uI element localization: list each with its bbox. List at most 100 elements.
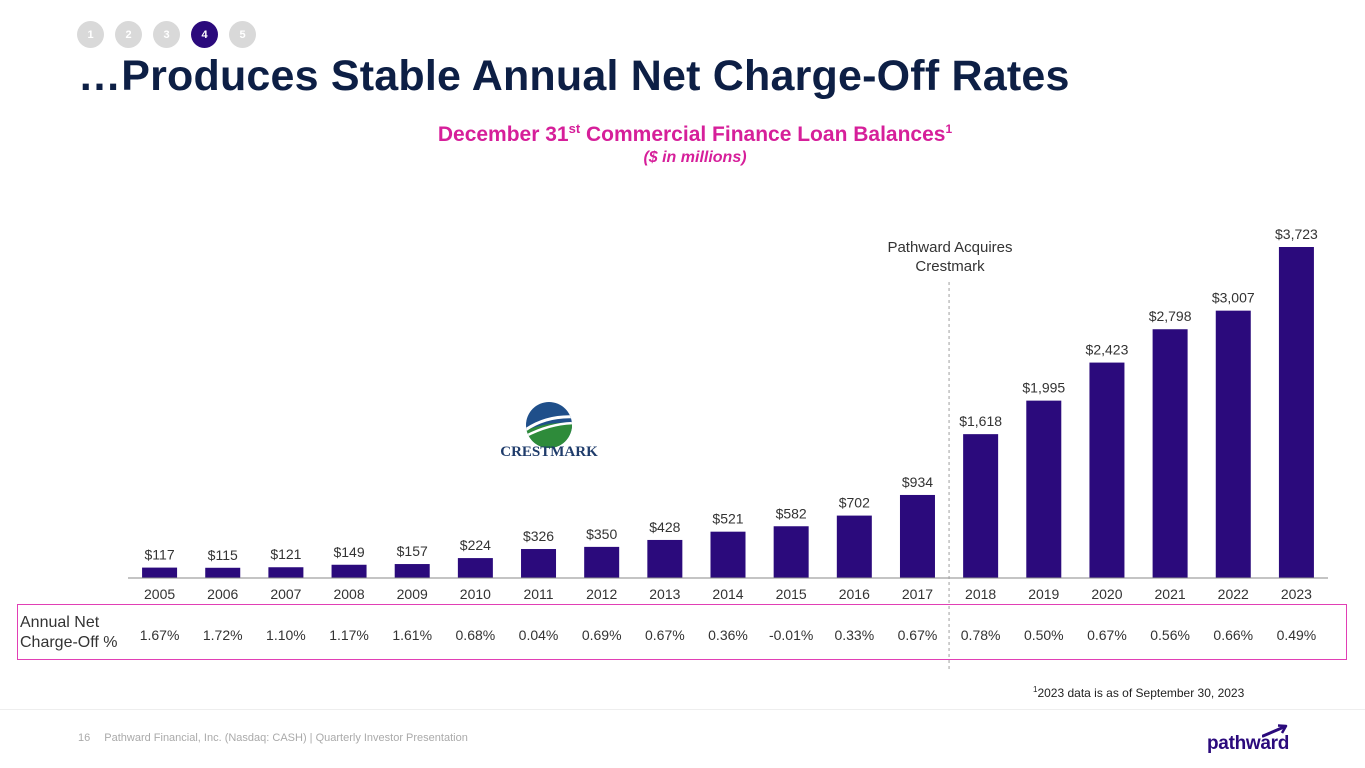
x-tick-2021: 2021 <box>1155 586 1186 602</box>
acquisition-line-1: Pathward Acquires <box>887 239 1013 256</box>
data-label-2005: $117 <box>145 547 175 563</box>
pathward-mark-icon <box>1262 724 1288 738</box>
data-label-2012: $350 <box>586 526 617 542</box>
chart-title-sup: st <box>568 121 581 136</box>
nco-value-2010: 0.68% <box>456 627 496 643</box>
nco-value-2020: 0.67% <box>1087 627 1127 643</box>
nco-value-2007: 1.10% <box>266 627 306 643</box>
nco-row-label: Annual Net Charge-Off % <box>20 613 130 653</box>
bar-2016 <box>836 515 872 578</box>
bar-2013 <box>647 539 683 578</box>
acquisition-line-2: Crestmark <box>915 258 985 275</box>
nco-value-2009: 1.61% <box>392 627 432 643</box>
nco-value-2012: 0.69% <box>582 627 622 643</box>
data-label-2022: $3,007 <box>1212 290 1255 306</box>
footnote-text: 2023 data is as of September 30, 2023 <box>1037 686 1245 700</box>
bar-2019 <box>1026 400 1062 578</box>
nco-value-2015: -0.01% <box>769 627 813 643</box>
x-tick-2008: 2008 <box>333 586 364 602</box>
footer-text: Pathward Financial, Inc. (Nasdaq: CASH) … <box>104 732 468 744</box>
data-label-2019: $1,995 <box>1022 380 1065 396</box>
bar-2017 <box>899 494 935 578</box>
chart-title-main: December 31 <box>437 123 569 146</box>
data-label-2018: $1,618 <box>959 413 1002 429</box>
bar-2006 <box>205 567 241 578</box>
nco-row-frame <box>17 604 1347 660</box>
nco-value-2005: 1.67% <box>140 627 180 643</box>
nco-value-2018: 0.78% <box>961 627 1001 643</box>
nco-value-2017: 0.67% <box>898 627 938 643</box>
bar-2015 <box>773 526 809 578</box>
pathward-logo: pathward <box>1207 733 1290 754</box>
chart-title: December 31st Commercial Finance Loan Ba… <box>0 121 1365 147</box>
chart-title-rest: Commercial Finance Loan Balances <box>580 123 946 146</box>
footnote-mark: 1 <box>1033 685 1038 694</box>
acquisition-annotation: Pathward Acquires Crestmark <box>880 238 1020 276</box>
data-label-2010: $224 <box>460 537 491 553</box>
x-tick-2006: 2006 <box>207 586 238 602</box>
nco-value-2013: 0.67% <box>645 627 685 643</box>
nco-value-2008: 1.17% <box>329 627 369 643</box>
x-tick-2007: 2007 <box>270 586 301 602</box>
data-label-2017: $934 <box>902 474 933 490</box>
x-tick-2017: 2017 <box>902 586 933 602</box>
x-tick-2016: 2016 <box>839 586 870 602</box>
step-4-active[interactable]: 4 <box>191 21 218 48</box>
page-number: 16 <box>78 732 91 744</box>
data-label-2009: $157 <box>397 543 428 559</box>
data-label-2015: $582 <box>776 505 807 521</box>
nco-value-2011: 0.04% <box>519 627 559 643</box>
nco-value-2023: 0.49% <box>1277 627 1317 643</box>
crestmark-logo: CRESTMARK <box>500 402 598 460</box>
data-label-2011: $326 <box>523 528 554 544</box>
x-tick-2015: 2015 <box>776 586 807 602</box>
nco-value-2016: 0.33% <box>834 627 874 643</box>
bar-2007 <box>268 567 304 578</box>
x-tick-2018: 2018 <box>965 586 996 602</box>
x-tick-2010: 2010 <box>460 586 491 602</box>
data-label-2006: $115 <box>208 547 238 563</box>
step-1[interactable]: 1 <box>77 21 104 48</box>
x-tick-2011: 2011 <box>523 586 553 602</box>
data-label-2016: $702 <box>839 495 870 511</box>
nco-value-2006: 1.72% <box>203 627 243 643</box>
nco-value-2022: 0.66% <box>1213 627 1253 643</box>
x-tick-2019: 2019 <box>1028 586 1059 602</box>
data-label-2014: $521 <box>712 511 743 527</box>
bar-2021 <box>1152 329 1188 578</box>
x-tick-2014: 2014 <box>712 586 743 602</box>
x-tick-2009: 2009 <box>397 586 428 602</box>
bar-2020 <box>1089 362 1125 578</box>
footnote: 12023 data is as of September 30, 2023 <box>1033 685 1244 700</box>
bar-2023 <box>1278 247 1314 578</box>
bar-2018 <box>963 434 999 578</box>
nco-label-line-1: Annual Net <box>20 614 100 631</box>
step-2[interactable]: 2 <box>115 21 142 48</box>
bar-2008 <box>331 564 367 578</box>
data-label-2008: $149 <box>333 544 364 560</box>
bar-2014 <box>710 531 746 578</box>
bar-2012 <box>584 546 620 578</box>
x-tick-2013: 2013 <box>649 586 680 602</box>
step-5[interactable]: 5 <box>229 21 256 48</box>
chart-title-footnote-mark: 1 <box>945 122 953 136</box>
nco-value-2019: 0.50% <box>1024 627 1064 643</box>
data-label-2007: $121 <box>270 546 301 562</box>
x-tick-2005: 2005 <box>144 586 175 602</box>
section-stepper: 1 2 3 4 5 <box>77 21 256 48</box>
x-tick-2020: 2020 <box>1091 586 1122 602</box>
x-tick-2022: 2022 <box>1218 586 1249 602</box>
footer-divider <box>0 709 1365 710</box>
nco-label-line-2: Charge-Off % <box>20 634 118 651</box>
step-3[interactable]: 3 <box>153 21 180 48</box>
data-label-2021: $2,798 <box>1149 308 1192 324</box>
x-tick-2012: 2012 <box>586 586 617 602</box>
page-title: …Produces Stable Annual Net Charge-Off R… <box>78 52 1070 100</box>
nco-value-2014: 0.36% <box>708 627 748 643</box>
footer: 16 Pathward Financial, Inc. (Nasdaq: CASH… <box>78 732 468 744</box>
bar-2010 <box>457 558 493 578</box>
bar-2005 <box>142 567 178 578</box>
x-tick-2023: 2023 <box>1281 586 1312 602</box>
chart-units: ($ in millions) <box>643 149 747 166</box>
